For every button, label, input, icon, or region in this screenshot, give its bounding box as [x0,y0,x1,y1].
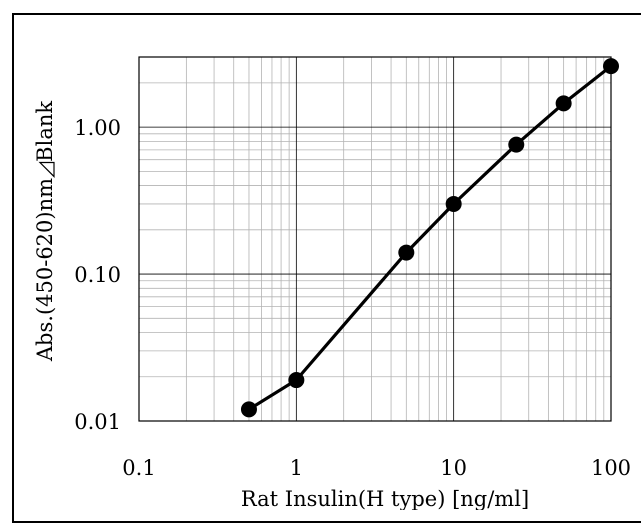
x-tick-labels: 0.1 1 10 100 [122,456,631,480]
data-point [603,58,619,75]
y-tick-label: 1.00 [74,116,121,140]
x-axis-label: Rat Insulin(H type) [ng/ml] [241,487,529,510]
x-tick-label: 0.1 [122,456,155,480]
data-point [555,95,572,112]
x-tick-label: 10 [440,456,467,480]
series-layer [240,58,619,418]
series-line [248,64,612,411]
minor-grid [139,56,611,421]
y-tick-label: 0.10 [74,263,121,287]
data-point [508,136,525,153]
y-tick-labels: 0.01 0.10 1.00 [74,116,121,434]
chart-frame [12,13,641,523]
data-point [288,372,305,389]
chart-svg: 0.1 1 10 100 0.01 0.10 1.00 Rat Insulin(H typ… [33,56,631,510]
y-axis-label: Abs.(450-620)nm◿Blank [33,101,57,362]
x-tick-label: 100 [591,456,631,480]
data-point [445,195,462,212]
y-tick-label: 0.01 [74,410,121,434]
major-grid [138,57,611,422]
plot-area [138,56,612,422]
data-point [240,401,257,418]
x-tick-label: 1 [290,456,303,480]
data-point [398,244,415,261]
